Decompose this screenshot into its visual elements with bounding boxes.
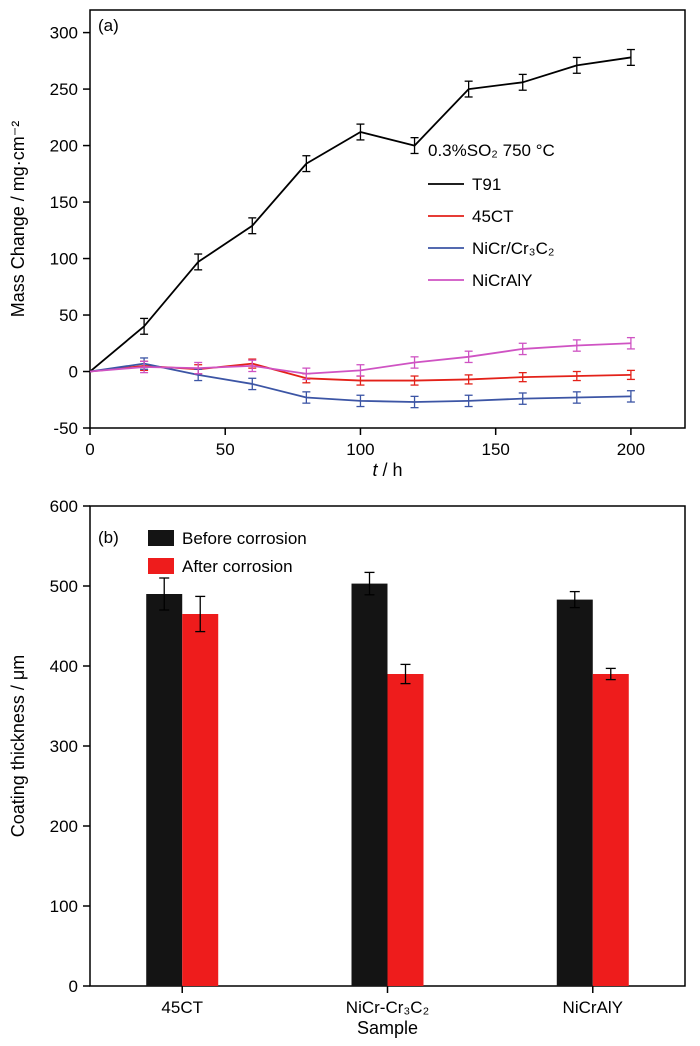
- legend-swatch: [148, 558, 174, 574]
- y-tick-label: 50: [59, 306, 78, 325]
- x-tick-label: 200: [617, 440, 645, 459]
- plot-frame-a: [89, 9, 686, 429]
- line-chart-mass-change: 0 50 100 150 200 -50 0 50 100 150 200 250 300 t / h Ma…: [8, 9, 686, 480]
- bar-45CT-before: [146, 594, 183, 986]
- legend-label: Before corrosion: [182, 529, 307, 548]
- series-line-NiCr/Cr₃C₂: [89, 362, 631, 403]
- x-axis-label-b: Sample: [357, 1018, 418, 1038]
- series-line-NiCrAlY: [89, 342, 631, 375]
- y-tick-label: 100: [50, 250, 78, 269]
- x-tick-label: 0: [85, 440, 94, 459]
- y-tick-label: 500: [50, 577, 78, 596]
- condition-annotation: 0.3%SO₂ 750 °C: [428, 141, 555, 160]
- y-tick-label: 0: [69, 977, 78, 996]
- legend-label: 45CT: [472, 207, 514, 226]
- legend-label: T91: [472, 175, 501, 194]
- y-tick-label: 250: [50, 80, 78, 99]
- y-tick-label: 200: [50, 137, 78, 156]
- category-label: NiCr-Cr₃C₂: [346, 998, 429, 1017]
- x-axis-label-a: t / h: [372, 460, 402, 480]
- y-tick-label: -50: [53, 419, 78, 438]
- bar-NiCrAlY-after: [592, 674, 629, 986]
- bar-chart-coating-thickness: 0 100 200 300 400 500 600 45CT NiCr-Cr₃C₂ NiCrAlY…: [8, 497, 686, 1038]
- category-label: 45CT: [161, 998, 203, 1017]
- series-line-T91: [89, 56, 632, 373]
- bar-NiCrAlY-before: [556, 599, 593, 986]
- panel-label-a: (a): [98, 16, 119, 35]
- y-tick-label: 600: [50, 497, 78, 516]
- legend-label: After corrosion: [182, 557, 293, 576]
- y-tick-label: 100: [50, 897, 78, 916]
- category-label: NiCrAlY: [563, 998, 623, 1017]
- y-tick-label: 200: [50, 817, 78, 836]
- panel-label-b: (b): [98, 528, 119, 547]
- y-tick-label: 300: [50, 737, 78, 756]
- x-tick-label: 100: [346, 440, 374, 459]
- x-tick-label: 150: [481, 440, 509, 459]
- bar-NiCr-Cr₃C₂-before: [351, 583, 388, 986]
- bar-NiCr-Cr₃C₂-after: [387, 674, 424, 986]
- y-tick-label: 0: [69, 363, 78, 382]
- y-axis-label-a: Mass Change / mg·cm⁻²: [8, 121, 28, 318]
- y-tick-label: 300: [50, 24, 78, 43]
- legend-swatch: [148, 530, 174, 546]
- legend-label: NiCrAlY: [472, 271, 532, 290]
- legend-label: NiCr/Cr₃C₂: [472, 239, 554, 258]
- y-tick-label: 400: [50, 657, 78, 676]
- y-axis-label-b: Coating thickness / μm: [8, 655, 28, 837]
- x-tick-label: 50: [216, 440, 235, 459]
- bar-45CT-after: [182, 614, 219, 986]
- y-tick-label: 150: [50, 193, 78, 212]
